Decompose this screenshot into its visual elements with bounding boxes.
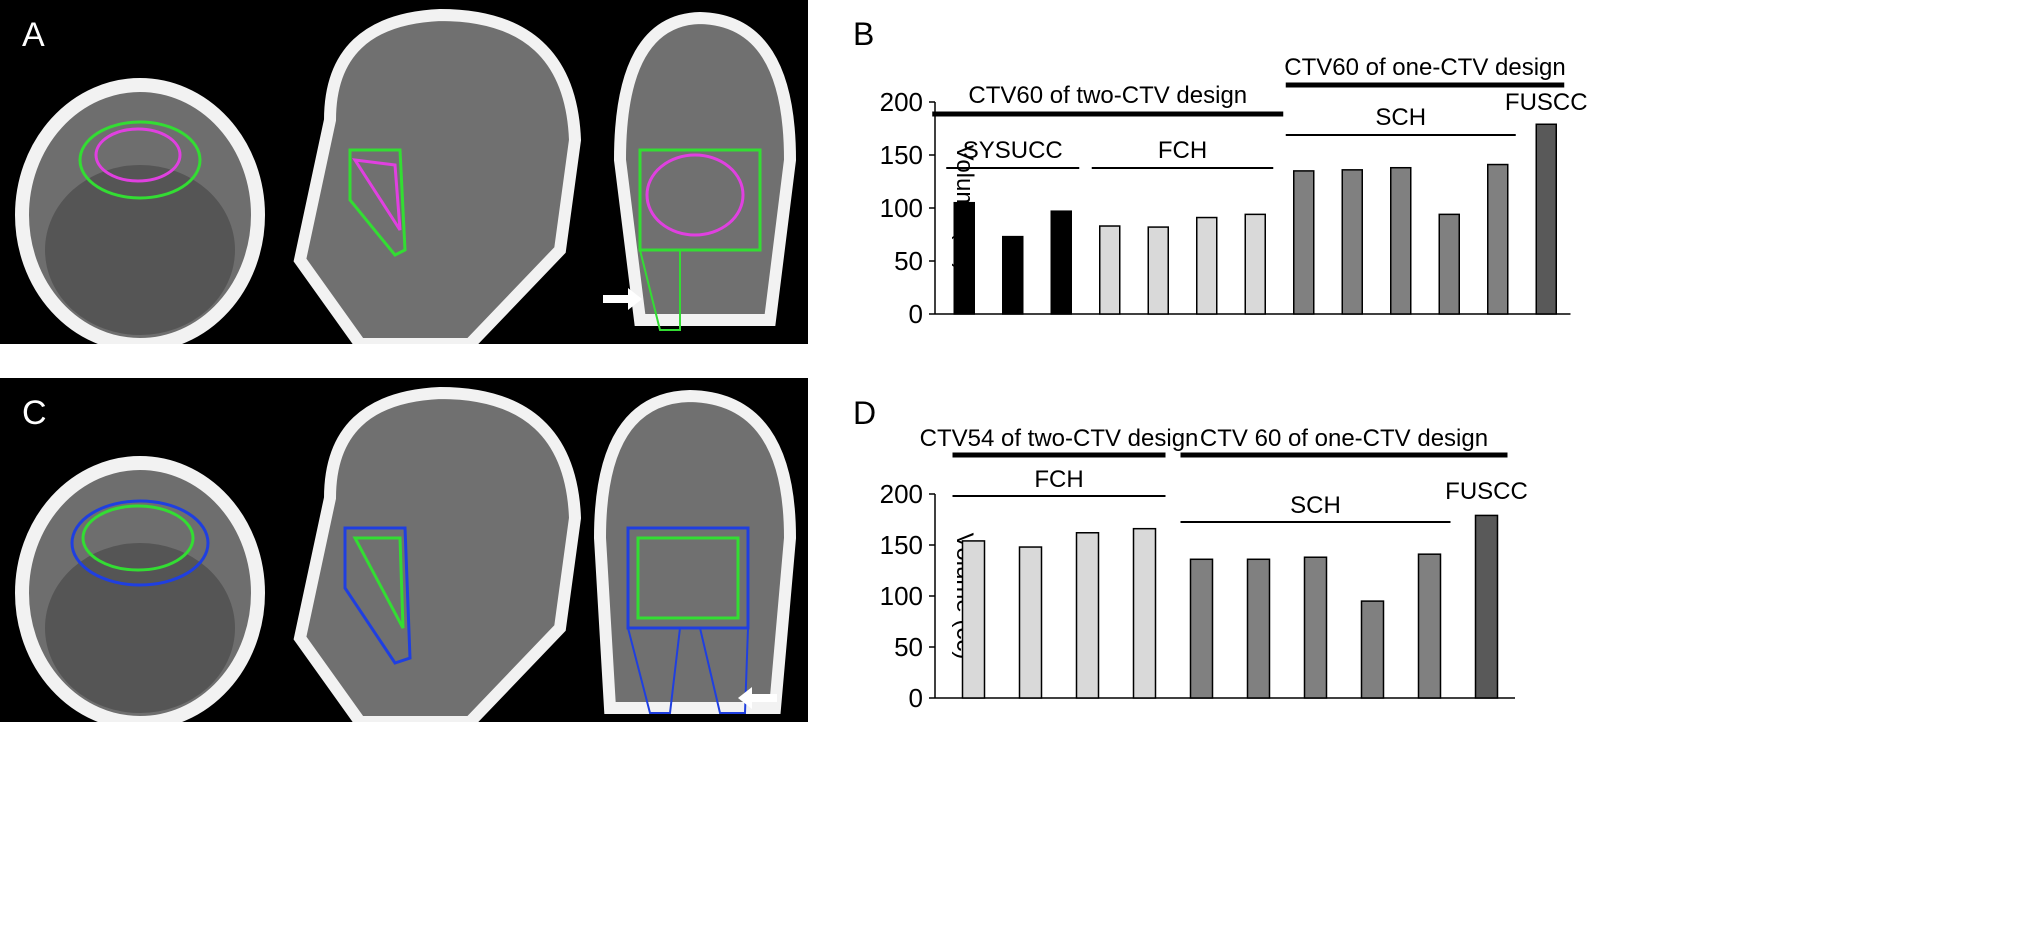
- bar: [1341, 169, 1363, 315]
- y-tick-label: 100: [880, 581, 923, 611]
- ct-image-panel-c: C: [0, 378, 808, 722]
- ct-scan-illustration-c: [15, 386, 797, 722]
- panel-letter-b: B: [853, 16, 875, 52]
- y-tick-label: 50: [894, 246, 923, 276]
- y-tick-label: 150: [880, 140, 923, 170]
- bar: [1244, 213, 1266, 315]
- annotation-label: SCH: [1375, 104, 1426, 131]
- bar: [1293, 170, 1315, 315]
- annotation-label: FCH: [1034, 466, 1083, 493]
- annotation-label: CTV60 of two-CTV design: [968, 82, 1247, 109]
- y-tick-label: 0: [909, 683, 923, 713]
- annotation-label: SYSUCC: [963, 137, 1063, 164]
- panel-letter-c: C: [22, 394, 47, 432]
- annotation-label: CTV54 of two-CTV design: [920, 425, 1199, 452]
- annotation-label: FUSCC: [1445, 478, 1528, 505]
- panel-letter-d: D: [853, 395, 877, 431]
- y-tick-label: 200: [880, 87, 923, 117]
- bar: [1050, 210, 1072, 315]
- annotation-label: CTV 60 of one-CTV design: [1200, 425, 1488, 452]
- bar: [1360, 600, 1385, 699]
- bar: [1417, 553, 1442, 699]
- bar: [1390, 166, 1412, 315]
- bar: [1303, 556, 1328, 699]
- y-tick-label: 200: [880, 479, 923, 509]
- bar: [1189, 558, 1214, 699]
- ct-image-panel-a: A: [0, 0, 808, 344]
- bar: [1246, 558, 1271, 699]
- annotation-label: FUSCC: [1505, 89, 1588, 116]
- bar: [1196, 216, 1218, 315]
- bar: [1438, 213, 1460, 315]
- ct-scan-illustration-a: [15, 8, 797, 344]
- annotation-label: FCH: [1158, 137, 1207, 164]
- annotation-label: CTV60 of one-CTV design: [1284, 54, 1565, 81]
- bar: [1099, 225, 1121, 315]
- bar: [1018, 546, 1043, 699]
- bar: [1487, 163, 1509, 315]
- y-tick-label: 100: [880, 193, 923, 223]
- bar: [1535, 123, 1557, 315]
- bar: [1147, 226, 1169, 315]
- y-tick-label: 0: [909, 299, 923, 329]
- y-tick-label: 50: [894, 632, 923, 662]
- bar: [1075, 532, 1100, 699]
- y-tick-label: 150: [880, 530, 923, 560]
- bar: [953, 201, 975, 315]
- bar: [1002, 235, 1024, 315]
- bar: [1132, 527, 1157, 699]
- panel-letter-a: A: [22, 16, 45, 54]
- bar: [961, 540, 986, 699]
- annotation-label: SCH: [1290, 492, 1341, 519]
- bar: [1474, 514, 1499, 699]
